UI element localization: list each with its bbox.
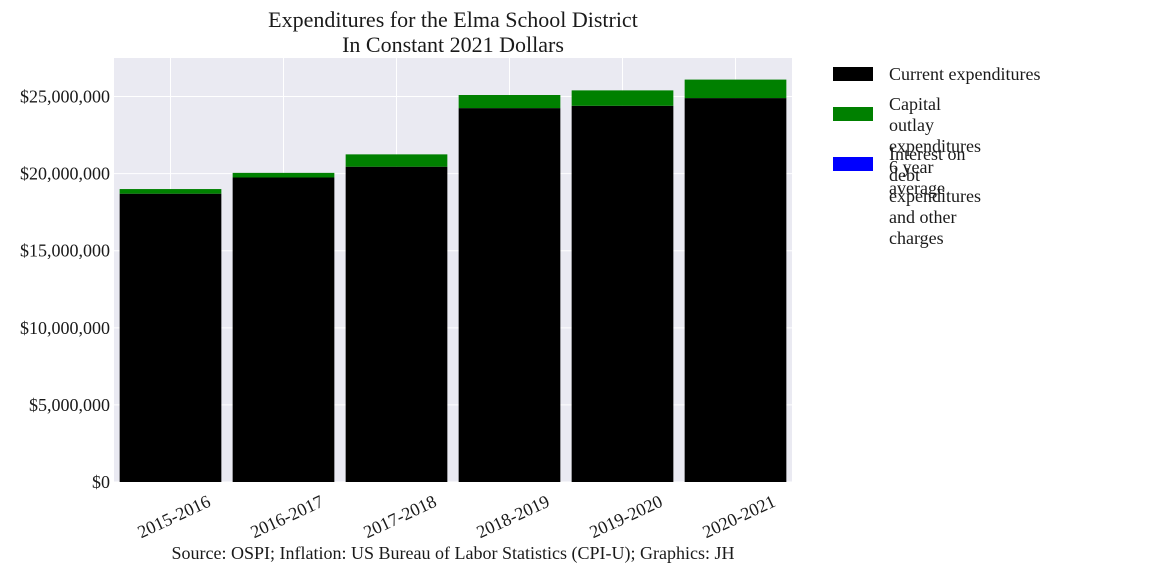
bar-capital-2017-2018 <box>345 154 448 167</box>
y-axis-tick-labels: $0 $5,000,000 $10,000,000 $15,000,000 $20,00… <box>20 87 110 492</box>
legend-label-capital: Capital outlay expenditures 6 year avera… <box>889 94 981 198</box>
x-tick-label: 2015-2016 <box>134 491 213 542</box>
legend-label-current: Current expenditures <box>889 64 1041 84</box>
plot-background <box>114 58 792 482</box>
bar-capital-2019-2020 <box>571 90 674 106</box>
chart-title-line-2: In Constant 2021 Dollars <box>342 32 564 57</box>
y-tick-label: $10,000,000 <box>20 318 110 338</box>
chart-title-line-1: Expenditures for the Elma School Distric… <box>268 7 638 32</box>
bar-capital-2020-2021 <box>684 79 787 99</box>
legend-swatch-interest <box>833 157 873 171</box>
bar-capital-2018-2019 <box>458 95 561 109</box>
legend-label-interest: Interest on debt expenditures and other … <box>889 144 981 248</box>
bar-current-2017-2018 <box>345 166 448 482</box>
y-tick-label: $5,000,000 <box>29 395 110 415</box>
x-tick-label: 2018-2019 <box>473 491 552 542</box>
x-tick-label: 2016-2017 <box>247 491 326 542</box>
bar-capital-2015-2016 <box>119 189 222 194</box>
bar-capital-2016-2017 <box>232 172 335 178</box>
y-tick-label: $20,000,000 <box>20 164 110 184</box>
y-tick-label: $0 <box>92 472 110 492</box>
y-tick-label: $25,000,000 <box>20 87 110 107</box>
bar-current-2015-2016 <box>119 193 222 482</box>
bars <box>119 79 787 483</box>
source-caption: Source: OSPI; Inflation: US Bureau of La… <box>171 543 735 563</box>
bar-current-2018-2019 <box>458 108 561 482</box>
x-axis-tick-labels: 2015-2016 2016-2017 2017-2018 2018-2019 2019… <box>134 491 778 542</box>
x-tick-label: 2020-2021 <box>699 491 778 542</box>
x-tick-label: 2017-2018 <box>360 491 439 542</box>
legend-swatch-current <box>833 67 873 81</box>
legend-swatch-capital <box>833 107 873 121</box>
y-tick-label: $15,000,000 <box>20 241 110 261</box>
bar-current-2019-2020 <box>571 105 674 483</box>
x-tick-label: 2019-2020 <box>586 491 665 542</box>
bar-current-2020-2021 <box>684 98 787 482</box>
bar-current-2016-2017 <box>232 177 335 482</box>
